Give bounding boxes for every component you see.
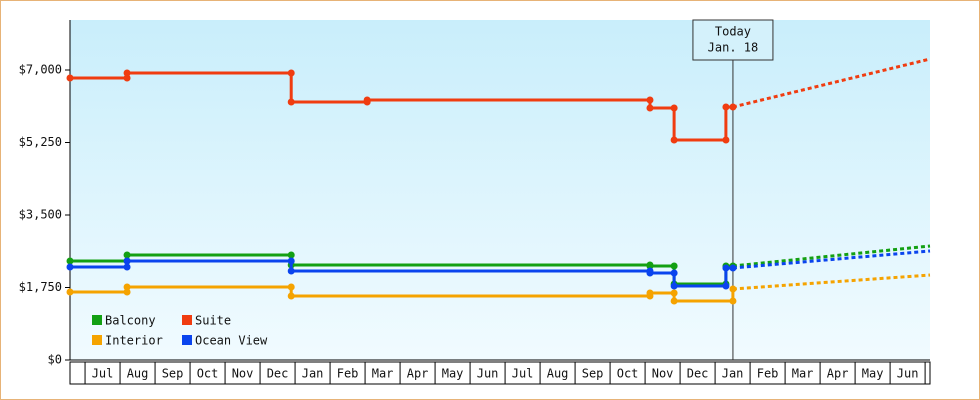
price-point <box>722 136 730 144</box>
x-tick-label: Apr <box>827 367 849 381</box>
x-tick-label: Nov <box>652 367 674 381</box>
price-line <box>70 71 733 142</box>
price-point <box>66 257 74 265</box>
price-point <box>123 251 131 259</box>
price-point <box>670 104 678 112</box>
price-point <box>646 104 654 112</box>
price-point <box>123 69 131 77</box>
price-point <box>729 297 737 305</box>
x-tick-label: Oct <box>197 367 219 381</box>
price-point <box>287 292 295 300</box>
legend-label: Suite <box>195 314 231 328</box>
legend-swatch <box>182 335 192 345</box>
projection-line <box>732 249 931 270</box>
price-point <box>66 263 74 271</box>
x-tick-label: Jan <box>302 367 324 381</box>
legend-swatch <box>182 315 192 325</box>
x-tick-label: Aug <box>127 367 149 381</box>
x-tick-label: Oct <box>617 367 639 381</box>
legend-label: Balcony <box>105 314 156 328</box>
x-tick-label: Feb <box>337 367 359 381</box>
y-tick-label: $1,750 <box>19 280 62 294</box>
x-tick-label: Apr <box>407 367 429 381</box>
price-point <box>646 289 654 297</box>
price-point <box>123 283 131 291</box>
legend-swatch <box>92 335 102 345</box>
price-point <box>287 283 295 291</box>
price-point <box>287 251 295 259</box>
plot-area <box>70 20 930 360</box>
today-box <box>692 19 774 61</box>
projection-line <box>732 57 931 109</box>
x-tick-label: Mar <box>792 367 814 381</box>
price-point <box>287 69 295 77</box>
price-point <box>670 282 678 290</box>
legend-swatch <box>92 315 102 325</box>
price-point <box>66 74 74 82</box>
x-tick-label: Mar <box>372 367 394 381</box>
price-point <box>646 269 654 277</box>
projection-line <box>732 273 931 291</box>
price-point <box>670 136 678 144</box>
price-point <box>729 285 737 293</box>
price-point <box>722 103 730 111</box>
today-label: Jan. 18 <box>708 41 759 55</box>
price-point <box>670 262 678 270</box>
x-tick-label: Jul <box>512 367 534 381</box>
price-point <box>123 74 131 82</box>
price-point <box>646 262 654 270</box>
price-point <box>287 257 295 265</box>
price-point <box>123 263 131 271</box>
x-tick-label: Feb <box>757 367 779 381</box>
price-point <box>729 103 737 111</box>
price-point <box>123 288 131 296</box>
price-point <box>646 96 654 104</box>
today-label: Today <box>715 25 751 39</box>
x-tick-label: Nov <box>232 367 254 381</box>
x-tick-label: Jul <box>92 367 114 381</box>
price-point <box>729 264 737 272</box>
legend-label: Ocean View <box>195 334 268 348</box>
y-tick-label: $0 <box>48 353 62 367</box>
x-tick-label: Jan <box>722 367 744 381</box>
price-point <box>670 289 678 297</box>
price-point <box>363 96 371 104</box>
price-point <box>670 269 678 277</box>
price-point <box>670 297 678 305</box>
x-tick-label: May <box>862 367 884 381</box>
price-point <box>722 264 730 272</box>
projection-line <box>732 244 931 268</box>
price-point <box>287 267 295 275</box>
x-tick-label: Jun <box>477 367 499 381</box>
price-point <box>66 288 74 296</box>
x-tick-label: May <box>442 367 464 381</box>
x-tick-label: Jun <box>897 367 919 381</box>
x-tick-label: Aug <box>547 367 569 381</box>
y-tick-label: $7,000 <box>19 63 62 77</box>
x-tick-label: Dec <box>267 367 289 381</box>
x-tick-label: Sep <box>162 367 184 381</box>
y-tick-label: $3,500 <box>19 208 62 222</box>
x-tick-label: Sep <box>582 367 604 381</box>
legend-label: Interior <box>105 334 163 348</box>
price-point <box>722 282 730 290</box>
x-tick-label: Dec <box>687 367 709 381</box>
price-point <box>287 98 295 106</box>
y-tick-label: $5,250 <box>19 135 62 149</box>
price-point <box>123 257 131 265</box>
